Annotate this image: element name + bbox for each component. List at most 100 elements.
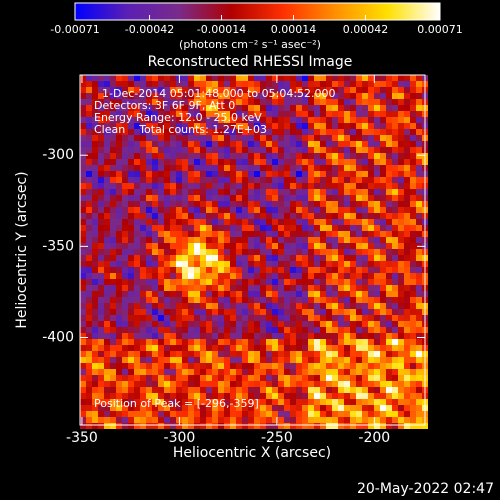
image-pixel [326,75,332,81]
image-pixel [404,129,410,135]
image-pixel [134,285,140,291]
image-pixel [296,423,302,429]
image-pixel [404,363,410,369]
image-pixel [230,321,236,327]
image-pixel [416,111,422,117]
image-pixel [272,303,278,309]
image-pixel [284,249,290,255]
image-pixel [374,345,380,351]
image-pixel [254,117,260,123]
image-pixel [404,411,410,417]
image-pixel [134,129,140,135]
image-pixel [86,345,92,351]
image-pixel [140,135,146,141]
image-pixel [128,387,134,393]
image-pixel [188,411,194,417]
image-pixel [248,261,254,267]
image-pixel [140,201,146,207]
image-pixel [80,141,86,147]
image-pixel [260,141,266,147]
image-pixel [266,147,272,153]
image-pixel [338,273,344,279]
image-pixel [152,177,158,183]
image-pixel [218,153,224,159]
image-pixel [242,147,248,153]
image-pixel [266,165,272,171]
image-pixel [236,147,242,153]
image-pixel [320,249,326,255]
image-pixel [116,351,122,357]
image-pixel [218,387,224,393]
image-pixel [332,387,338,393]
image-pixel [86,357,92,363]
image-pixel [134,171,140,177]
image-pixel [140,225,146,231]
image-pixel [212,99,218,105]
image-pixel [110,135,116,141]
image-pixel [182,237,188,243]
image-pixel [194,165,200,171]
image-pixel [344,363,350,369]
image-pixel [92,255,98,261]
image-pixel [212,279,218,285]
image-pixel [308,285,314,291]
image-pixel [374,117,380,123]
image-pixel [254,111,260,117]
image-pixel [344,411,350,417]
image-pixel [398,393,404,399]
image-pixel [110,255,116,261]
image-pixel [164,345,170,351]
image-pixel [242,423,248,429]
image-pixel [170,399,176,405]
image-pixel [416,135,422,141]
image-pixel [200,285,206,291]
image-pixel [338,201,344,207]
annotation: 1-Dec-2014 05:01:48.000 to 05:04:52.000 [102,87,336,100]
image-pixel [284,333,290,339]
image-pixel [194,231,200,237]
image-pixel [176,195,182,201]
image-pixel [254,297,260,303]
image-pixel [332,171,338,177]
image-pixel [320,327,326,333]
image-pixel [242,207,248,213]
image-pixel [404,255,410,261]
image-pixel [344,267,350,273]
image-pixel [200,195,206,201]
image-pixel [284,309,290,315]
image-pixel [182,165,188,171]
image-pixel [80,393,86,399]
image-pixel [278,255,284,261]
image-pixel [92,147,98,153]
image-pixel [134,201,140,207]
image-pixel [164,309,170,315]
image-pixel [218,87,224,93]
image-pixel [170,105,176,111]
image-pixel [332,291,338,297]
image-pixel [134,123,140,129]
image-pixel [140,369,146,375]
image-pixel [188,159,194,165]
image-pixel [284,351,290,357]
image-pixel [212,405,218,411]
image-pixel [140,147,146,153]
image-pixel [350,243,356,249]
image-pixel [308,153,314,159]
image-pixel [170,225,176,231]
image-pixel [92,135,98,141]
image-pixel [284,165,290,171]
image-pixel [158,183,164,189]
image-pixel [116,345,122,351]
image-pixel [206,303,212,309]
image-pixel [350,75,356,81]
image-pixel [212,129,218,135]
image-pixel [392,87,398,93]
image-pixel [314,423,320,429]
image-pixel [338,375,344,381]
image-pixel [104,159,110,165]
image-pixel [176,303,182,309]
image-pixel [368,339,374,345]
image-pixel [326,285,332,291]
image-pixel [266,285,272,291]
image-pixel [350,147,356,153]
